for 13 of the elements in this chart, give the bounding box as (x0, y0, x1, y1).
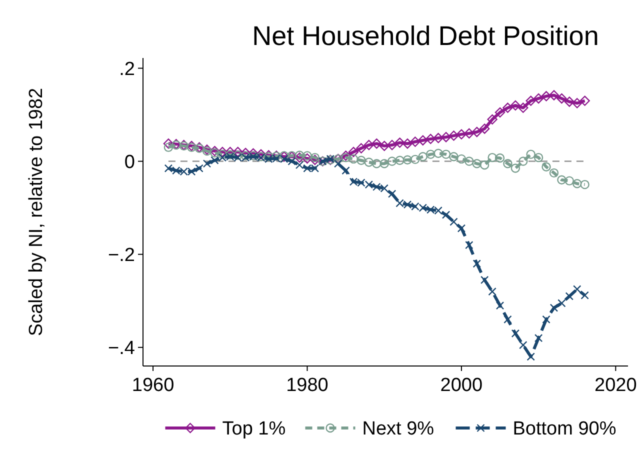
x-tick-label: 1980 (286, 375, 328, 396)
y-tick-label: −.4 (108, 338, 136, 360)
legend-label: Top 1% (222, 418, 286, 440)
x-tick-label: 2020 (594, 375, 637, 396)
y-tick-label: −.2 (108, 244, 135, 266)
x-tick-label: 1960 (132, 375, 174, 396)
legend-label: Next 9% (362, 418, 434, 440)
y-tick-label: 0 (124, 152, 135, 173)
y-tick-label: .2 (119, 58, 135, 80)
x-tick-label: 2000 (440, 375, 483, 396)
legend-label: Bottom 90% (512, 418, 616, 440)
chart-title: Net Household Debt Position (252, 21, 599, 51)
y-axis-title: Scaled by NI, relative to 1982 (26, 88, 47, 336)
